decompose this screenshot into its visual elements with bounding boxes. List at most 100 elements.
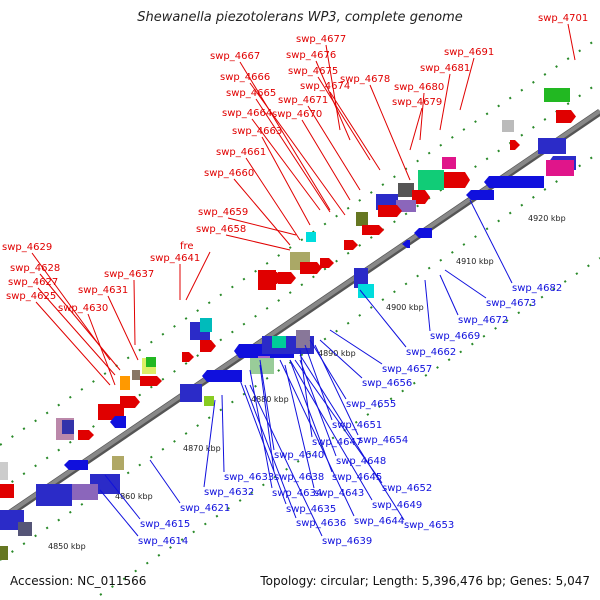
gene-label-forward[interactable]: swp_4661 <box>216 147 266 158</box>
gene-label-forward[interactable]: swp_4667 <box>210 51 260 62</box>
gene-feature[interactable] <box>306 232 316 242</box>
gene-label-reverse[interactable]: swp_4662 <box>406 347 456 358</box>
gene-label-forward[interactable]: swp_4628 <box>10 263 60 274</box>
gene-arrow-forward[interactable] <box>362 225 384 235</box>
gene-label-reverse[interactable]: swp_4638 <box>274 472 324 483</box>
gene-label-forward[interactable]: swp_4627 <box>8 277 58 288</box>
gene-arrow-reverse[interactable] <box>414 228 432 238</box>
gene-label-reverse[interactable]: swp_4644 <box>354 516 404 527</box>
gene-label-reverse[interactable]: swp_4636 <box>296 518 346 529</box>
gene-feature[interactable] <box>0 462 8 480</box>
gene-label-reverse[interactable]: swp_4653 <box>404 520 454 531</box>
gene-label-forward[interactable]: swp_4678 <box>340 74 390 85</box>
gene-label-forward[interactable]: swp_4665 <box>226 88 276 99</box>
gene-label-forward[interactable]: swp_4680 <box>394 82 444 93</box>
gene-arrow-forward[interactable] <box>344 240 358 250</box>
gene-feature[interactable] <box>544 88 570 102</box>
gene-feature[interactable] <box>396 200 416 212</box>
gene-label-reverse[interactable]: swp_4615 <box>140 519 190 530</box>
gene-label-reverse[interactable]: swp_4655 <box>346 399 396 410</box>
gene-feature[interactable] <box>546 160 574 176</box>
gene-label-reverse[interactable]: swp_4621 <box>180 503 230 514</box>
gene-label-forward[interactable]: swp_4641 <box>150 253 200 264</box>
gene-feature[interactable] <box>272 336 286 348</box>
gene-label-reverse[interactable]: swp_4669 <box>430 331 480 342</box>
gene-label-reverse[interactable]: swp_4647 <box>312 437 362 448</box>
gene-label-forward[interactable]: swp_4691 <box>444 47 494 58</box>
gene-arrow-forward[interactable] <box>200 340 216 352</box>
gene-label-forward[interactable]: swp_4677 <box>296 34 346 45</box>
gene-label-reverse[interactable]: swp_4614 <box>138 536 188 547</box>
gene-label-reverse[interactable]: swp_4643 <box>314 488 364 499</box>
gene-arrow-reverse[interactable] <box>110 416 126 428</box>
gene-feature[interactable] <box>68 484 98 500</box>
gene-label-reverse[interactable]: swp_4632 <box>204 487 254 498</box>
gene-arrow-reverse[interactable] <box>202 370 242 382</box>
gene-arrow-forward[interactable] <box>510 140 520 150</box>
gene-label-reverse[interactable]: swp_4633 <box>224 472 274 483</box>
gene-feature[interactable] <box>418 170 444 190</box>
gene-label-reverse[interactable]: swp_4672 <box>458 315 508 326</box>
gene-label-reverse[interactable]: swp_4649 <box>372 500 422 511</box>
gene-arrow-reverse[interactable] <box>402 240 410 248</box>
gene-label-reverse[interactable]: swp_4657 <box>382 364 432 375</box>
gene-arrow-forward[interactable] <box>182 352 194 362</box>
gene-arrow-forward[interactable] <box>300 262 322 274</box>
gene-feature[interactable] <box>120 376 130 390</box>
gene-feature[interactable] <box>36 484 72 506</box>
gene-label-forward[interactable]: swp_4679 <box>392 97 442 108</box>
gene-feature[interactable] <box>356 212 368 226</box>
gene-arrow-forward[interactable] <box>556 110 576 123</box>
gene-arrow-forward[interactable] <box>120 396 140 408</box>
gene-arrow-forward[interactable] <box>320 258 334 268</box>
gene-label-reverse[interactable]: swp_4651 <box>332 420 382 431</box>
gene-arrow-reverse[interactable] <box>466 190 494 200</box>
gene-feature[interactable] <box>112 456 124 470</box>
gene-label-forward[interactable]: swp_4681 <box>420 63 470 74</box>
gene-label-forward[interactable]: swp_4660 <box>204 168 254 179</box>
gene-label-forward[interactable]: swp_4629 <box>2 242 52 253</box>
gene-label-forward[interactable]: swp_4630 <box>58 303 108 314</box>
gene-label-reverse[interactable]: swp_4639 <box>322 536 372 547</box>
gene-label-reverse[interactable]: swp_4654 <box>358 435 408 446</box>
gene-feature[interactable] <box>502 120 514 132</box>
gene-label-forward[interactable]: swp_4631 <box>78 285 128 296</box>
gene-label-forward[interactable]: swp_4637 <box>104 269 154 280</box>
gene-feature[interactable] <box>18 522 32 536</box>
gene-feature[interactable] <box>358 284 374 298</box>
gene-arrow-forward[interactable] <box>140 376 162 386</box>
gene-label-forward[interactable]: swp_4674 <box>300 81 350 92</box>
gene-label-forward[interactable]: swp_4658 <box>196 224 246 235</box>
gene-label-forward[interactable]: swp_4671 <box>278 95 328 106</box>
gene-label-reverse[interactable]: swp_4634 <box>272 488 322 499</box>
gene-label-reverse[interactable]: swp_4635 <box>286 504 336 515</box>
gene-arrow-forward[interactable] <box>78 430 94 440</box>
gene-arrow-reverse[interactable] <box>64 460 88 470</box>
gene-feature[interactable] <box>398 183 414 197</box>
gene-feature[interactable] <box>132 370 140 380</box>
gene-label-forward[interactable]: swp_4676 <box>286 50 336 61</box>
gene-feature[interactable] <box>250 358 274 374</box>
gene-label-reverse[interactable]: swp_4673 <box>486 298 536 309</box>
gene-feature[interactable] <box>296 330 310 348</box>
gene-feature[interactable] <box>180 384 202 402</box>
gene-feature[interactable] <box>200 318 212 332</box>
gene-label-forward[interactable]: swp_4666 <box>220 72 270 83</box>
gene-label-forward[interactable]: swp_4663 <box>232 126 282 137</box>
gene-arrow-forward[interactable] <box>378 205 402 217</box>
gene-arrow-forward[interactable] <box>412 190 430 204</box>
gene-label-forward[interactable]: swp_4701 <box>538 13 588 24</box>
gene-feature[interactable] <box>0 484 14 498</box>
gene-arrow-forward[interactable] <box>444 172 470 188</box>
gene-feature[interactable] <box>62 420 74 434</box>
gene-feature[interactable] <box>538 138 566 154</box>
gene-label-forward[interactable]: swp_4675 <box>288 66 338 77</box>
gene-feature[interactable] <box>442 157 456 169</box>
gene-label-reverse[interactable]: swp_4645 <box>332 472 382 483</box>
gene-label-reverse[interactable]: swp_4656 <box>362 378 412 389</box>
gene-label-reverse[interactable]: swp_4682 <box>512 283 562 294</box>
gene-label-forward[interactable]: swp_4659 <box>198 207 248 218</box>
gene-arrow-forward[interactable] <box>278 272 296 284</box>
gene-label-forward[interactable]: swp_4625 <box>6 291 56 302</box>
gene-label-forward[interactable]: swp_4670 <box>272 109 322 120</box>
